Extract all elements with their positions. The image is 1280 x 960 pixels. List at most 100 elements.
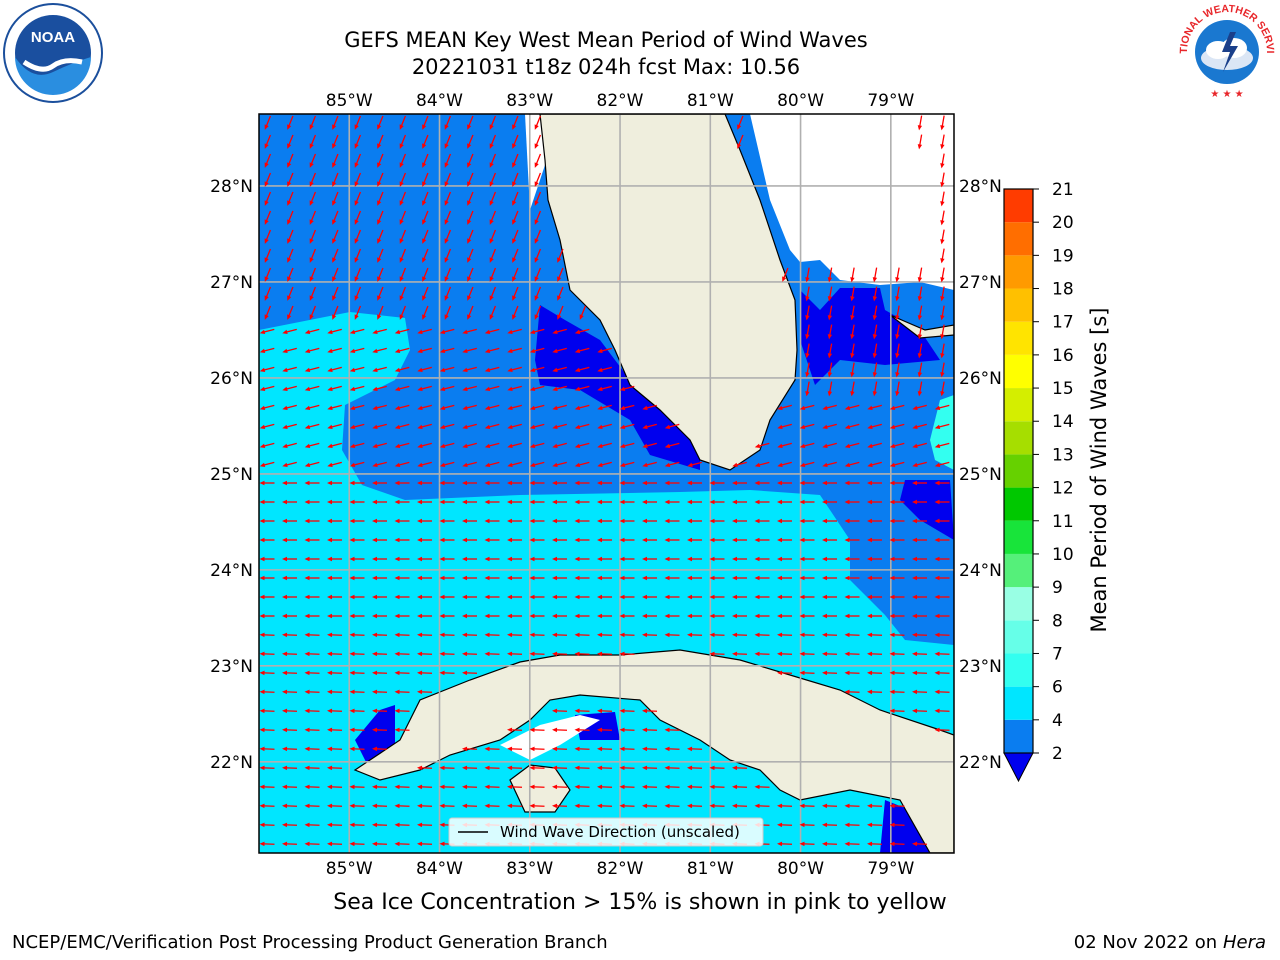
wind-arrow xyxy=(417,423,432,430)
wind-arrow xyxy=(484,594,500,600)
wind-arrow xyxy=(934,632,950,638)
wind-arrow xyxy=(529,746,545,752)
wind-arrow xyxy=(867,841,883,847)
wind-arrow xyxy=(507,404,522,411)
wind-arrow xyxy=(687,480,702,486)
wind-arrow xyxy=(777,670,793,676)
wind-arrow xyxy=(417,499,432,505)
wind-arrow xyxy=(304,613,320,619)
wind-arrow xyxy=(529,442,545,449)
wind-arrow xyxy=(534,172,542,187)
footer-credit: NCEP/EMC/Verification Post Processing Pr… xyxy=(12,932,608,953)
wind-arrow xyxy=(259,746,275,752)
wind-arrow xyxy=(287,191,294,206)
wind-arrow xyxy=(777,442,792,449)
wind-arrow xyxy=(642,727,658,733)
lon-label: 81°W xyxy=(687,859,734,879)
wind-arrow xyxy=(394,803,410,809)
wind-arrow xyxy=(664,518,680,524)
florida-land xyxy=(539,114,798,471)
colorbar-tick-label: 4 xyxy=(1052,711,1063,731)
wind-arrow xyxy=(642,784,658,790)
wind-arrow xyxy=(687,461,702,468)
wind-arrow xyxy=(552,556,567,562)
wind-arrow xyxy=(394,347,410,354)
lat-label: 25°N xyxy=(210,465,253,485)
wind-arrow xyxy=(507,765,523,771)
wind-arrow xyxy=(377,153,384,168)
colorbar-segment xyxy=(1004,454,1033,488)
wind-arrow xyxy=(304,423,320,430)
wind-arrow xyxy=(439,480,455,486)
wind-arrow xyxy=(732,518,747,524)
wind-arrow xyxy=(664,480,680,486)
wind-arrow xyxy=(462,347,477,354)
wind-arrow xyxy=(529,556,545,562)
colorbar-label: Mean Period of Wind Waves [s] xyxy=(1087,308,1111,633)
wind-arrow xyxy=(664,556,680,562)
wind-arrow xyxy=(327,784,343,790)
colorbar-underflow xyxy=(1003,752,1034,783)
wind-arrow xyxy=(850,381,855,397)
wind-arrow xyxy=(507,537,522,543)
wind-arrow xyxy=(912,404,927,411)
wind-arrow xyxy=(597,613,612,619)
wind-arrow xyxy=(394,499,410,505)
wind-arrow xyxy=(844,689,860,695)
lat-label: 22°N xyxy=(959,753,1002,773)
wind-arrow xyxy=(399,153,407,168)
wind-arrow xyxy=(799,670,815,676)
wind-arrow xyxy=(399,134,407,149)
wind-arrow xyxy=(349,328,365,335)
wind-arrow xyxy=(754,651,770,657)
lon-label: 79°W xyxy=(867,91,914,111)
wind-arrow xyxy=(264,229,272,244)
wind-arrow xyxy=(444,248,452,263)
wind-arrow xyxy=(332,115,339,130)
wind-arrow xyxy=(304,556,320,562)
wind-arrow xyxy=(687,746,703,752)
wind-arrow xyxy=(574,613,590,619)
colorbar-tick-label: 15 xyxy=(1052,379,1074,399)
wind-arrow xyxy=(462,404,477,411)
wind-arrow xyxy=(687,518,702,524)
wind-arrow xyxy=(377,248,384,263)
wind-arrow xyxy=(574,708,590,714)
wind-arrow xyxy=(642,499,657,505)
wind-arrow xyxy=(664,632,680,638)
wind-arrow xyxy=(529,575,545,581)
wind-arrow xyxy=(417,442,432,449)
wind-arrow xyxy=(309,153,317,168)
wind-arrow xyxy=(529,480,545,486)
wind-arrow xyxy=(372,670,388,676)
wind-arrow xyxy=(912,423,927,430)
wind-arrow xyxy=(399,305,407,320)
wind-arrow xyxy=(867,670,883,676)
wind-arrow xyxy=(439,461,455,468)
wind-arrow xyxy=(934,461,950,468)
wind-arrow xyxy=(332,134,339,149)
wind-arrow xyxy=(912,613,927,619)
wind-arrow xyxy=(282,537,297,543)
wind-arrow xyxy=(687,632,703,638)
wind-arrow xyxy=(282,556,297,562)
wind-arrow xyxy=(462,632,478,638)
wind-arrow xyxy=(489,286,497,301)
colorbar-segment xyxy=(1004,222,1033,256)
wind-arrow xyxy=(872,286,878,302)
wind-arrow xyxy=(512,134,519,149)
wind-arrow xyxy=(417,822,433,828)
wind-arrow xyxy=(259,366,275,373)
wind-arrow xyxy=(439,366,455,373)
wind-arrow xyxy=(264,153,272,168)
colorbar-segment xyxy=(1004,719,1033,753)
wind-arrow xyxy=(805,305,810,321)
wind-arrow xyxy=(507,556,522,562)
wind-arrow xyxy=(417,689,433,695)
wind-arrow xyxy=(687,556,702,562)
wind-arrow xyxy=(642,746,658,752)
wind-arrow xyxy=(327,689,343,695)
wind-arrow xyxy=(327,328,342,335)
wind-arrow xyxy=(822,518,837,524)
wind-arrow xyxy=(529,385,545,392)
